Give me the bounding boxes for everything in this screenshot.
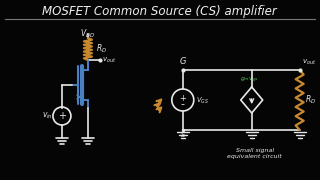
- Text: $v_{in}$: $v_{in}$: [43, 111, 53, 121]
- Text: +: +: [179, 93, 186, 102]
- Text: Small signal
equivalent circuit: Small signal equivalent circuit: [227, 148, 282, 159]
- Text: $g_m v_{gs}$: $g_m v_{gs}$: [240, 76, 259, 85]
- Text: $V_{DD}$: $V_{DD}$: [80, 27, 95, 39]
- Text: $v_{out}$: $v_{out}$: [302, 58, 316, 67]
- Text: S: S: [180, 132, 185, 138]
- Text: -: -: [181, 99, 185, 109]
- Text: MOSFET Common Source (CS) amplifier: MOSFET Common Source (CS) amplifier: [43, 4, 277, 17]
- Text: G: G: [180, 57, 186, 66]
- Text: $v_{out}$: $v_{out}$: [102, 55, 116, 65]
- Text: $R_D$: $R_D$: [305, 94, 316, 106]
- Text: +: +: [58, 111, 66, 121]
- Text: $V_{GS}$: $V_{GS}$: [196, 96, 209, 106]
- Text: $R_D$: $R_D$: [96, 43, 107, 55]
